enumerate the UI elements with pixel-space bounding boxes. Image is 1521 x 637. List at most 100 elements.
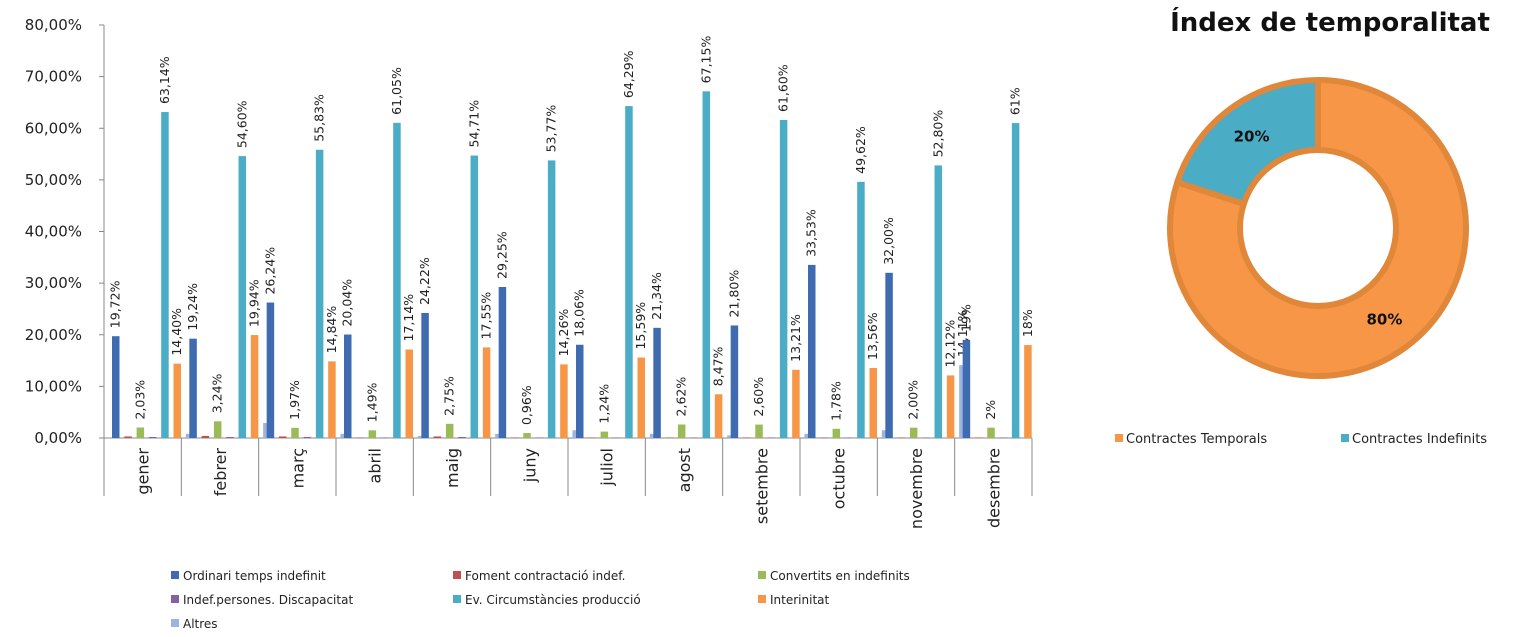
data-label: 52,80% (930, 110, 945, 158)
bar-interinitat-setembre (792, 369, 800, 438)
category-label: juny (520, 448, 539, 483)
data-label: 29,25% (494, 231, 509, 279)
bar-ev-circumst-ncies-producci--novembre (934, 165, 943, 439)
bar-convertits-en-indefinits-agost (677, 424, 686, 438)
y-tick-label: 20,00% (25, 326, 82, 344)
data-label: 3,24% (210, 373, 225, 413)
bar-ev-circumst-ncies-producci--juny (547, 160, 556, 439)
bar-ev-circumst-ncies-producci--desembre (1011, 123, 1020, 439)
bar-foment-contractaci-indef--maig (433, 436, 442, 438)
bar-ordinari-temps-indefinit-febrer (189, 338, 197, 438)
y-tick-label: 40,00% (25, 223, 82, 241)
bar-foment-contractaci-indef--setembre (742, 437, 751, 438)
bar-ordinari-temps-indefinit-març (266, 302, 275, 438)
donut-slice-contractes-indefinits (1174, 77, 1321, 207)
legend-swatch (758, 595, 766, 603)
donut-legend-label: Contractes Temporals (1126, 432, 1267, 447)
category-label: maig (443, 448, 462, 488)
data-label: 64,29% (621, 50, 636, 98)
data-label: 17,14% (401, 294, 416, 342)
bar-foment-contractaci-indef--febrer (201, 435, 210, 438)
donut-title: Índex de temporalitat (1170, 6, 1490, 38)
data-label: 18% (1020, 309, 1035, 337)
bar-indef-persones-discapacitat-octubre (844, 437, 853, 438)
bar-convertits-en-indefinits-juny (523, 433, 531, 438)
legend-swatch (453, 571, 461, 579)
legend-swatch (171, 571, 179, 579)
data-label: 67,15% (698, 36, 713, 84)
data-label: 20,04% (340, 279, 355, 327)
bar-interinitat-maig (482, 347, 491, 438)
bar-ordinari-temps-indefinit-setembre (730, 325, 739, 438)
data-label: 2,62% (674, 377, 689, 417)
data-label: 19% (958, 304, 973, 332)
data-label: 1,24% (596, 384, 611, 424)
bar-ordinari-temps-indefinit-juliol (576, 344, 584, 438)
bar-ev-circumst-ncies-producci--maig (470, 155, 479, 438)
donut-data-label: 80% (1366, 310, 1402, 328)
data-label: 14,26% (556, 309, 571, 357)
legend-label: Ev. Circumstàncies producció (465, 593, 641, 607)
bar-convertits-en-indefinits-març (291, 427, 299, 438)
bar-ev-circumst-ncies-producci--gener (161, 112, 169, 439)
bar-ordinari-temps-indefinit-maig (421, 312, 429, 438)
data-label: 2,60% (751, 377, 766, 417)
y-tick-label: 80,00% (25, 16, 82, 34)
data-label: 2,75% (442, 376, 457, 416)
data-label: 49,62% (853, 126, 868, 174)
bar-interinitat-novembre (946, 375, 955, 438)
legend-swatch (171, 619, 179, 627)
data-label: 12,12% (943, 320, 958, 368)
bar-chart: 0,00% 10,00% 20,00% 30,00% 40,00% 50,00% 60,00… (25, 16, 1035, 631)
bar-convertits-en-indefinits-juliol (600, 431, 609, 438)
bar-interinitat-octubre (869, 367, 877, 438)
data-label: 1,49% (364, 382, 379, 422)
bar-indef-persones-discapacitat-gener (148, 436, 157, 438)
bar-ordinari-temps-indefinit-gener (112, 336, 120, 438)
bar-ev-circumst-ncies-producci--abril (393, 122, 401, 438)
bar-convertits-en-indefinits-abril (368, 430, 377, 438)
category-label: gener (134, 448, 153, 495)
bar-interinitat-febrer (250, 335, 259, 438)
bar-ordinari-temps-indefinit-juny (498, 286, 507, 438)
data-label: 26,24% (262, 247, 277, 295)
bar-foment-contractaci-indef--novembre (897, 437, 906, 438)
bar-ev-circumst-ncies-producci--agost (702, 91, 711, 438)
data-label: 63,14% (157, 56, 172, 104)
bar-foment-contractaci-indef--gener (124, 436, 132, 438)
legend-swatch (758, 571, 766, 579)
category-label: juliol (598, 448, 617, 487)
bar-foment-contractaci-indef--abril (356, 437, 364, 438)
category-label: febrer (211, 448, 230, 497)
data-label: 55,83% (312, 94, 327, 142)
bar-foment-contractaci-indef--juny (510, 437, 519, 438)
y-tick-label: 60,00% (25, 119, 82, 137)
bar-indef-persones-discapacitat-maig (458, 436, 466, 438)
data-label: 24,22% (417, 257, 432, 305)
donut-slice-contractes-temporals (1167, 77, 1469, 379)
bar-interinitat-agost (714, 394, 723, 438)
data-label: 13,56% (865, 312, 880, 360)
bar-indef-persones-discapacitat-juliol (612, 437, 621, 438)
bar-interinitat-juny (560, 364, 568, 438)
bar-convertits-en-indefinits-maig (445, 423, 454, 438)
bar-indef-persones-discapacitat-novembre (922, 437, 930, 438)
data-label: 54,60% (234, 100, 249, 148)
data-label: 21,34% (649, 272, 664, 320)
bar-interinitat-abril (405, 349, 413, 438)
legend-label: Convertits en indefinits (770, 569, 910, 583)
y-tick-label: 10,00% (25, 377, 82, 395)
data-label: 32,00% (881, 217, 896, 265)
y-tick-label: 50,00% (25, 171, 82, 189)
bar-interinitat-gener (173, 363, 181, 438)
y-tick-label: 0,00% (34, 429, 82, 447)
data-label: 13,21% (788, 314, 803, 362)
bar-convertits-en-indefinits-novembre (909, 427, 918, 438)
bar-ordinari-temps-indefinit-novembre (885, 272, 893, 438)
bar-interinitat-març (328, 361, 336, 438)
bar-interinitat-desembre (1024, 345, 1032, 438)
bar-indef-persones-discapacitat-agost (690, 437, 698, 438)
bar-convertits-en-indefinits-gener (136, 427, 145, 438)
legend-label: Altres (183, 617, 218, 631)
